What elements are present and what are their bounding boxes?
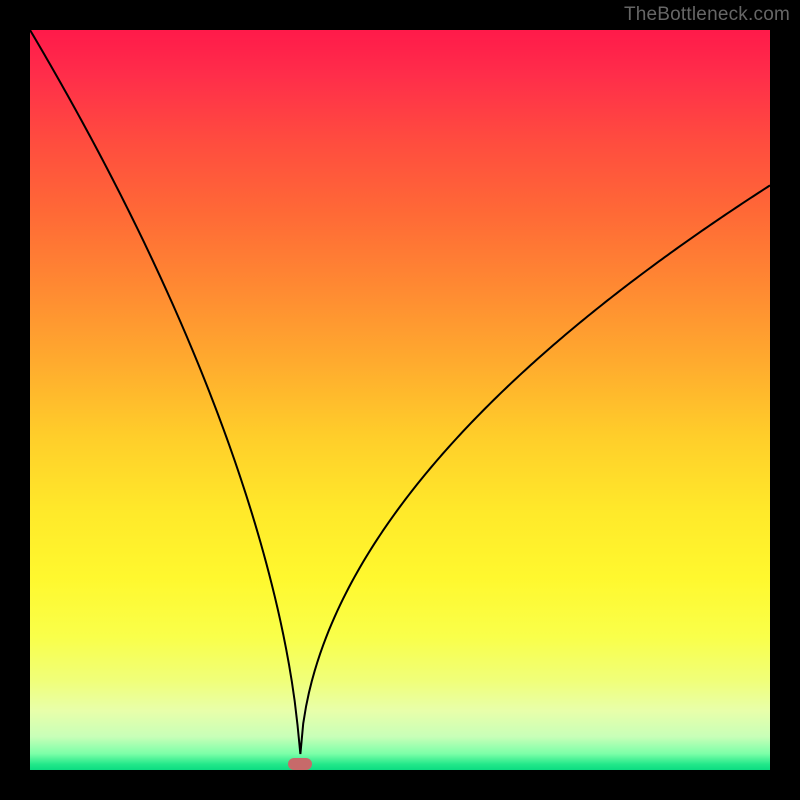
watermark-text: TheBottleneck.com xyxy=(624,4,790,26)
apex-marker xyxy=(288,758,312,770)
curve-svg xyxy=(30,30,770,770)
chart-container: TheBottleneck.com xyxy=(0,0,800,800)
bottleneck-curve xyxy=(30,30,770,754)
plot-area xyxy=(30,30,770,770)
